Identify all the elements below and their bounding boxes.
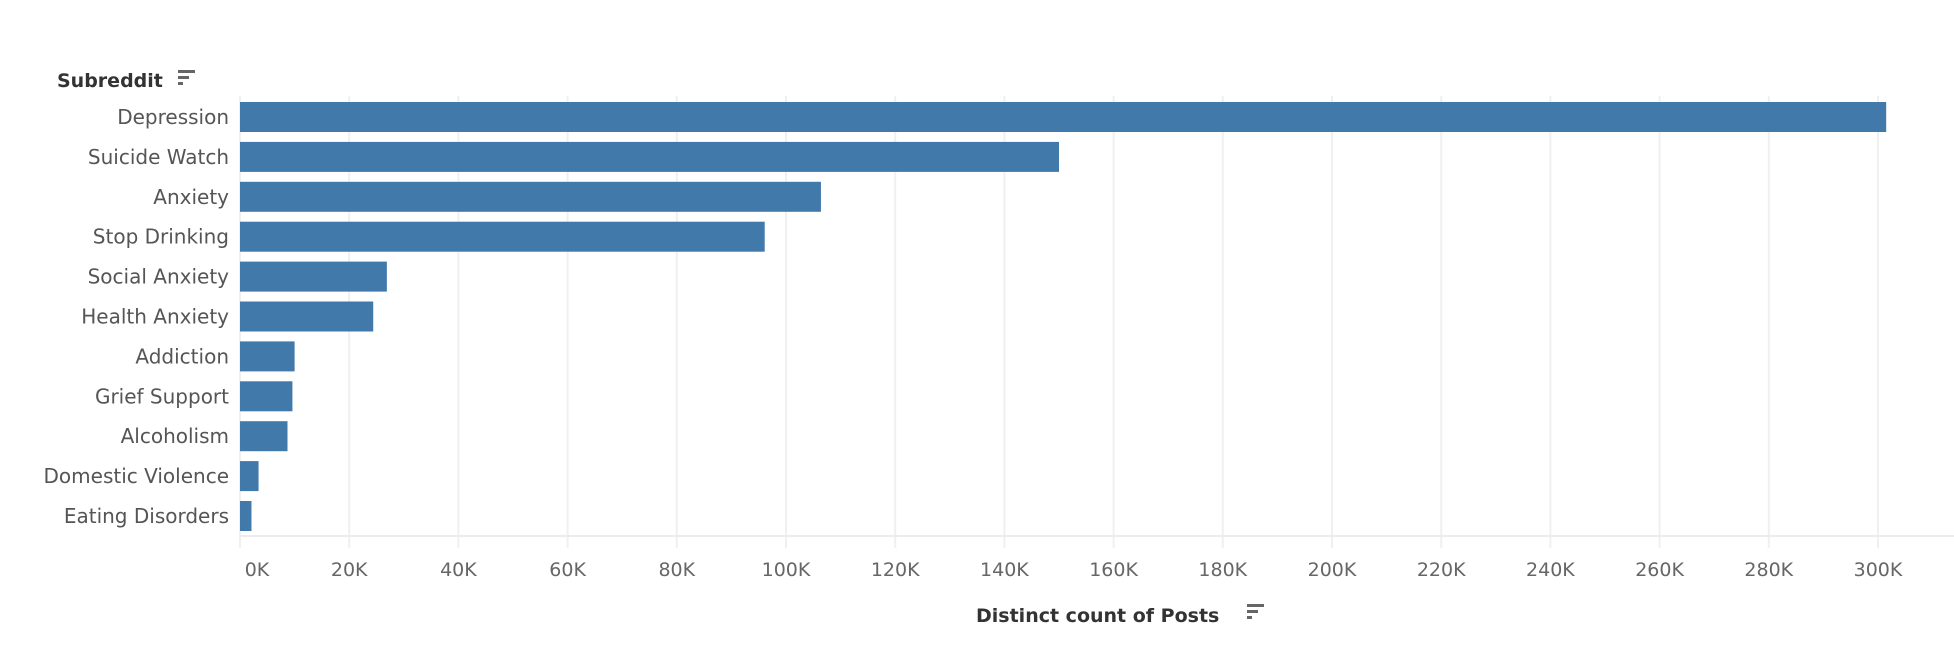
category-label: Health Anxiety [81,305,229,329]
y-axis-title: Subreddit [57,70,163,92]
category-label: Stop Drinking [93,225,229,249]
category-label: Grief Support [95,384,229,408]
x-tick-label: 60K [549,559,586,581]
bar[interactable] [240,102,1887,132]
bar[interactable] [240,181,821,212]
x-axis-title: Distinct count of Posts [976,605,1219,627]
bar[interactable] [240,301,374,332]
bar[interactable] [240,221,765,252]
x-sort-icon[interactable] [1247,604,1264,619]
x-tick-label: 100K [762,559,811,581]
bar[interactable] [240,501,252,531]
category-labels: Depression Suicide Watch Anxiety Stop Drink… [44,105,230,528]
bar[interactable] [240,141,1059,172]
bar[interactable] [240,341,295,372]
category-label: Suicide Watch [88,145,229,169]
x-tick-label: 260K [1635,559,1684,581]
x-tick-label: 180K [1198,559,1247,581]
category-label: Addiction [135,344,229,368]
x-tick-label: 80K [658,559,695,581]
x-tick-label: 300K [1854,559,1903,581]
bar[interactable] [240,461,259,492]
x-tick-label: 140K [980,559,1029,581]
bar[interactable] [240,261,387,292]
x-tick-label: 200K [1308,559,1357,581]
x-tick-label: 20K [331,559,368,581]
x-tick-label: 220K [1417,559,1466,581]
bars [240,102,1887,531]
x-tick-labels: 0K 20K 40K 60K 80K 100K 120K 140K 160K 180K 200K 22… [245,559,1903,581]
y-sort-icon[interactable] [178,70,195,85]
x-tick-label: 160K [1089,559,1138,581]
x-tick-label: 40K [440,559,477,581]
category-label: Depression [117,105,229,129]
x-tick-label: 0K [245,559,270,581]
bar[interactable] [240,421,288,452]
bar[interactable] [240,381,293,412]
x-tick-label: 120K [871,559,920,581]
category-label: Alcoholism [121,424,229,448]
category-label: Social Anxiety [88,265,230,289]
category-label: Eating Disorders [64,504,229,528]
x-tick-label: 280K [1744,559,1793,581]
category-label: Anxiety [153,185,229,209]
x-tick-label: 240K [1526,559,1575,581]
category-label: Domestic Violence [44,464,229,488]
